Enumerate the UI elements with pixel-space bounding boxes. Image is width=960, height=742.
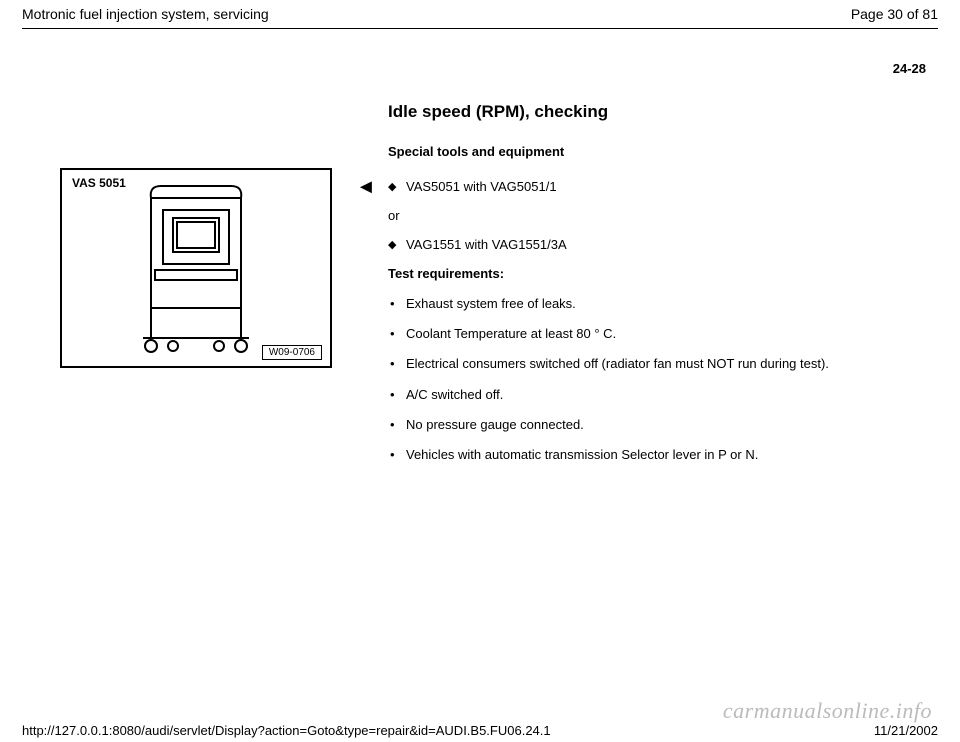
doc-title: Motronic fuel injection system, servicin… [22, 6, 269, 22]
figure-label: VAS 5051 [72, 176, 126, 190]
requirements-list: Exhaust system free of leaks. Coolant Te… [388, 295, 926, 464]
requirements-heading: Test requirements: [388, 266, 926, 281]
reference-arrow-icon: ◄ [356, 176, 376, 199]
requirement-item: Coolant Temperature at least 80 ° C. [388, 325, 868, 343]
figure-column: VAS 5051 [60, 168, 352, 368]
requirement-item: Vehicles with automatic transmission Sel… [388, 446, 868, 464]
footer-bar: http://127.0.0.1:8080/audi/servlet/Displ… [0, 719, 960, 742]
figure-box: VAS 5051 [60, 168, 332, 368]
footer-url: http://127.0.0.1:8080/audi/servlet/Displ… [22, 723, 551, 738]
tool-item: VAG1551 with VAG1551/3A [388, 237, 926, 252]
tools-heading: Special tools and equipment [388, 144, 926, 159]
main-heading: Idle speed (RPM), checking [388, 102, 926, 122]
page-indicator: Page 30 of 81 [851, 6, 938, 22]
or-text: or [388, 208, 926, 223]
footer-date: 11/21/2002 [874, 723, 938, 738]
page-root: Motronic fuel injection system, servicin… [0, 0, 960, 742]
tool-item: VAS5051 with VAG5051/1 [388, 179, 926, 194]
diagnostic-tool-illustration [121, 178, 271, 358]
figure-code: W09-0706 [262, 345, 322, 360]
text-column: ◄ Idle speed (RPM), checking Special too… [352, 102, 926, 476]
requirement-item: A/C switched off. [388, 386, 868, 404]
section-number: 24-28 [0, 29, 960, 76]
tools-list-2: VAG1551 with VAG1551/3A [388, 237, 926, 252]
requirement-item: Electrical consumers switched off (radia… [388, 355, 868, 373]
header-bar: Motronic fuel injection system, servicin… [0, 0, 960, 28]
content-area: VAS 5051 [0, 76, 960, 476]
requirement-item: Exhaust system free of leaks. [388, 295, 868, 313]
requirement-item: No pressure gauge connected. [388, 416, 868, 434]
tools-list-1: VAS5051 with VAG5051/1 [388, 179, 926, 194]
